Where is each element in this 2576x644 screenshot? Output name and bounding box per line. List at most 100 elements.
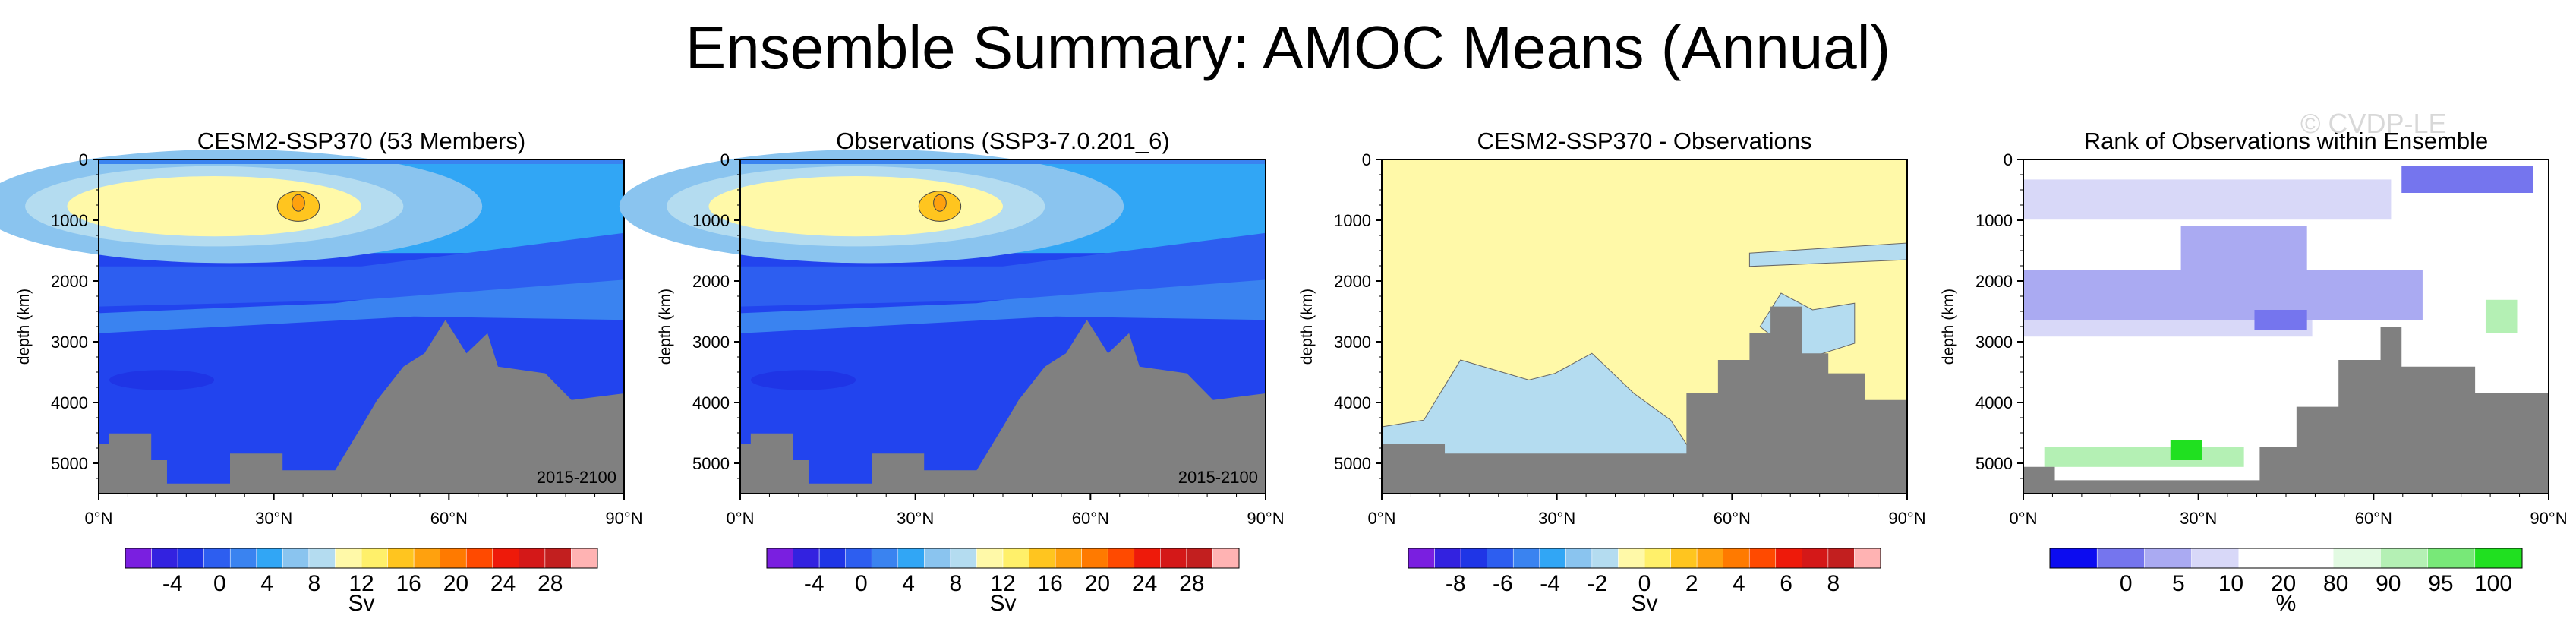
x-tick-label: 30°N [897, 509, 934, 528]
colorbar-units: % [2276, 591, 2297, 616]
colorbar-swatch [1827, 548, 1855, 569]
colorbar-swatch [897, 548, 925, 569]
y-tick-label: 1000 [692, 211, 730, 230]
rank-band-low [2023, 320, 2313, 337]
colorbar-swatch [203, 548, 231, 569]
x-tick-label: 90°N [1247, 509, 1284, 528]
colorbar-swatch [1539, 548, 1566, 569]
colorbar-swatch [1775, 548, 1802, 569]
colorbar-label: 0 [2120, 571, 2133, 596]
x-tick-label: 60°N [1072, 509, 1109, 528]
y-tick-label: 2000 [1975, 272, 2013, 291]
y-tick-label: 0 [720, 150, 730, 169]
colorbar-label: 8 [307, 571, 320, 596]
period-annotation: 2015-2100 [537, 468, 616, 487]
chart-panel-rank: Rank of Observations within Ensemble0100… [1940, 128, 2568, 616]
colorbar-swatch [845, 548, 872, 569]
colorbar-label: 28 [538, 571, 563, 596]
colorbar-label: 12 [348, 571, 374, 596]
chart-panel-cesm: CESM2-SSP370 (53 Members)010002000300040… [0, 128, 643, 616]
rank-green-band [2044, 447, 2244, 467]
x-tick-label: 60°N [1714, 509, 1751, 528]
x-tick-label: 30°N [255, 509, 292, 528]
colorbar-swatch [2049, 548, 2098, 569]
colorbar-label: -2 [1587, 571, 1607, 596]
colorbar-label: 20 [443, 571, 468, 596]
watermark-text: © CVDP-LE [2300, 108, 2447, 139]
colorbar-swatch [2427, 548, 2476, 569]
colorbar-swatch [1487, 548, 1514, 569]
colorbar-label: 16 [1038, 571, 1063, 596]
x-tick-label: 0°N [2010, 509, 2038, 528]
colorbar-swatch [1408, 548, 1435, 569]
max-center [292, 194, 305, 212]
colorbar-swatch [282, 548, 310, 569]
seafloor-topography [740, 320, 1266, 494]
colorbar-label: 24 [1132, 571, 1157, 596]
x-tick-label: 60°N [430, 509, 468, 528]
colorbar-label: 90 [2376, 571, 2401, 596]
colorbar-swatch [1160, 548, 1187, 569]
colorbar-swatch [387, 548, 415, 569]
colorbar-swatch [2474, 548, 2523, 569]
y-tick-label: 1000 [1334, 211, 1371, 230]
rank-dark-patch [2254, 310, 2307, 330]
colorbar-label: 8 [1827, 571, 1840, 596]
colorbar-label: -4 [162, 571, 183, 596]
colorbar-swatch [924, 548, 951, 569]
colorbar-swatch [492, 548, 519, 569]
colorbar-swatch [571, 548, 598, 569]
y-tick-label: 5000 [1334, 454, 1371, 473]
colorbar-swatch [1696, 548, 1723, 569]
colorbar-swatch [361, 548, 388, 569]
colorbar-frame [1408, 548, 1881, 569]
seafloor-topography [1382, 306, 1907, 494]
y-tick-label: 4000 [692, 393, 730, 412]
colorbar-swatch [125, 548, 152, 569]
colorbar-swatch [1186, 548, 1213, 569]
band-2 [99, 232, 624, 307]
upper-cell-core [67, 176, 362, 237]
y-tick-label: 2000 [1334, 272, 1371, 291]
y-tick-label: 3000 [1975, 333, 2013, 352]
x-tick-label: 90°N [2530, 509, 2567, 528]
x-tick-label: 90°N [605, 509, 642, 528]
colorbar-label: 24 [490, 571, 516, 596]
colorbar-swatch [1618, 548, 1645, 569]
colorbar-label: 0 [1638, 571, 1651, 596]
x-tick-label: 0°N [85, 509, 113, 528]
surface-strip [99, 159, 624, 164]
colorbar-swatch [2096, 548, 2145, 569]
colorbar-swatch [1670, 548, 1698, 569]
rank-green-core [2170, 440, 2202, 460]
colorbar-swatch [229, 548, 257, 569]
colorbar-label: 95 [2428, 571, 2453, 596]
period-annotation: 2015-2100 [1178, 468, 1258, 487]
colorbar-swatch [2332, 548, 2381, 569]
colorbar-swatch [151, 548, 178, 569]
band-2 [740, 232, 1266, 307]
colorbar-label: 6 [1780, 571, 1792, 596]
y-tick-label: 0 [2004, 150, 2013, 169]
colorbar-units: Sv [348, 591, 374, 616]
colorbar-label: 80 [2323, 571, 2348, 596]
colorbar-swatch [1802, 548, 1829, 569]
y-tick-label: 3000 [1334, 333, 1371, 352]
max-center [933, 194, 947, 212]
seafloor-topography [2023, 327, 2549, 494]
colorbar-label: 4 [902, 571, 915, 596]
colorbar-swatch [465, 548, 493, 569]
colorbar-swatch [871, 548, 899, 569]
colorbar-swatch [1644, 548, 1671, 569]
colorbar-label: 0 [213, 571, 226, 596]
colorbar-swatch [519, 548, 546, 569]
colorbar-swatch [766, 548, 793, 569]
y-tick-label: 4000 [1975, 393, 2013, 412]
colorbar-swatch [1055, 548, 1082, 569]
seafloor-topography [99, 320, 624, 494]
y-tick-label: 3000 [51, 333, 88, 352]
colorbar-units: Sv [1631, 591, 1657, 616]
colorbar-swatch [2144, 548, 2192, 569]
panel-title: CESM2-SSP370 - Observations [1477, 128, 1811, 154]
